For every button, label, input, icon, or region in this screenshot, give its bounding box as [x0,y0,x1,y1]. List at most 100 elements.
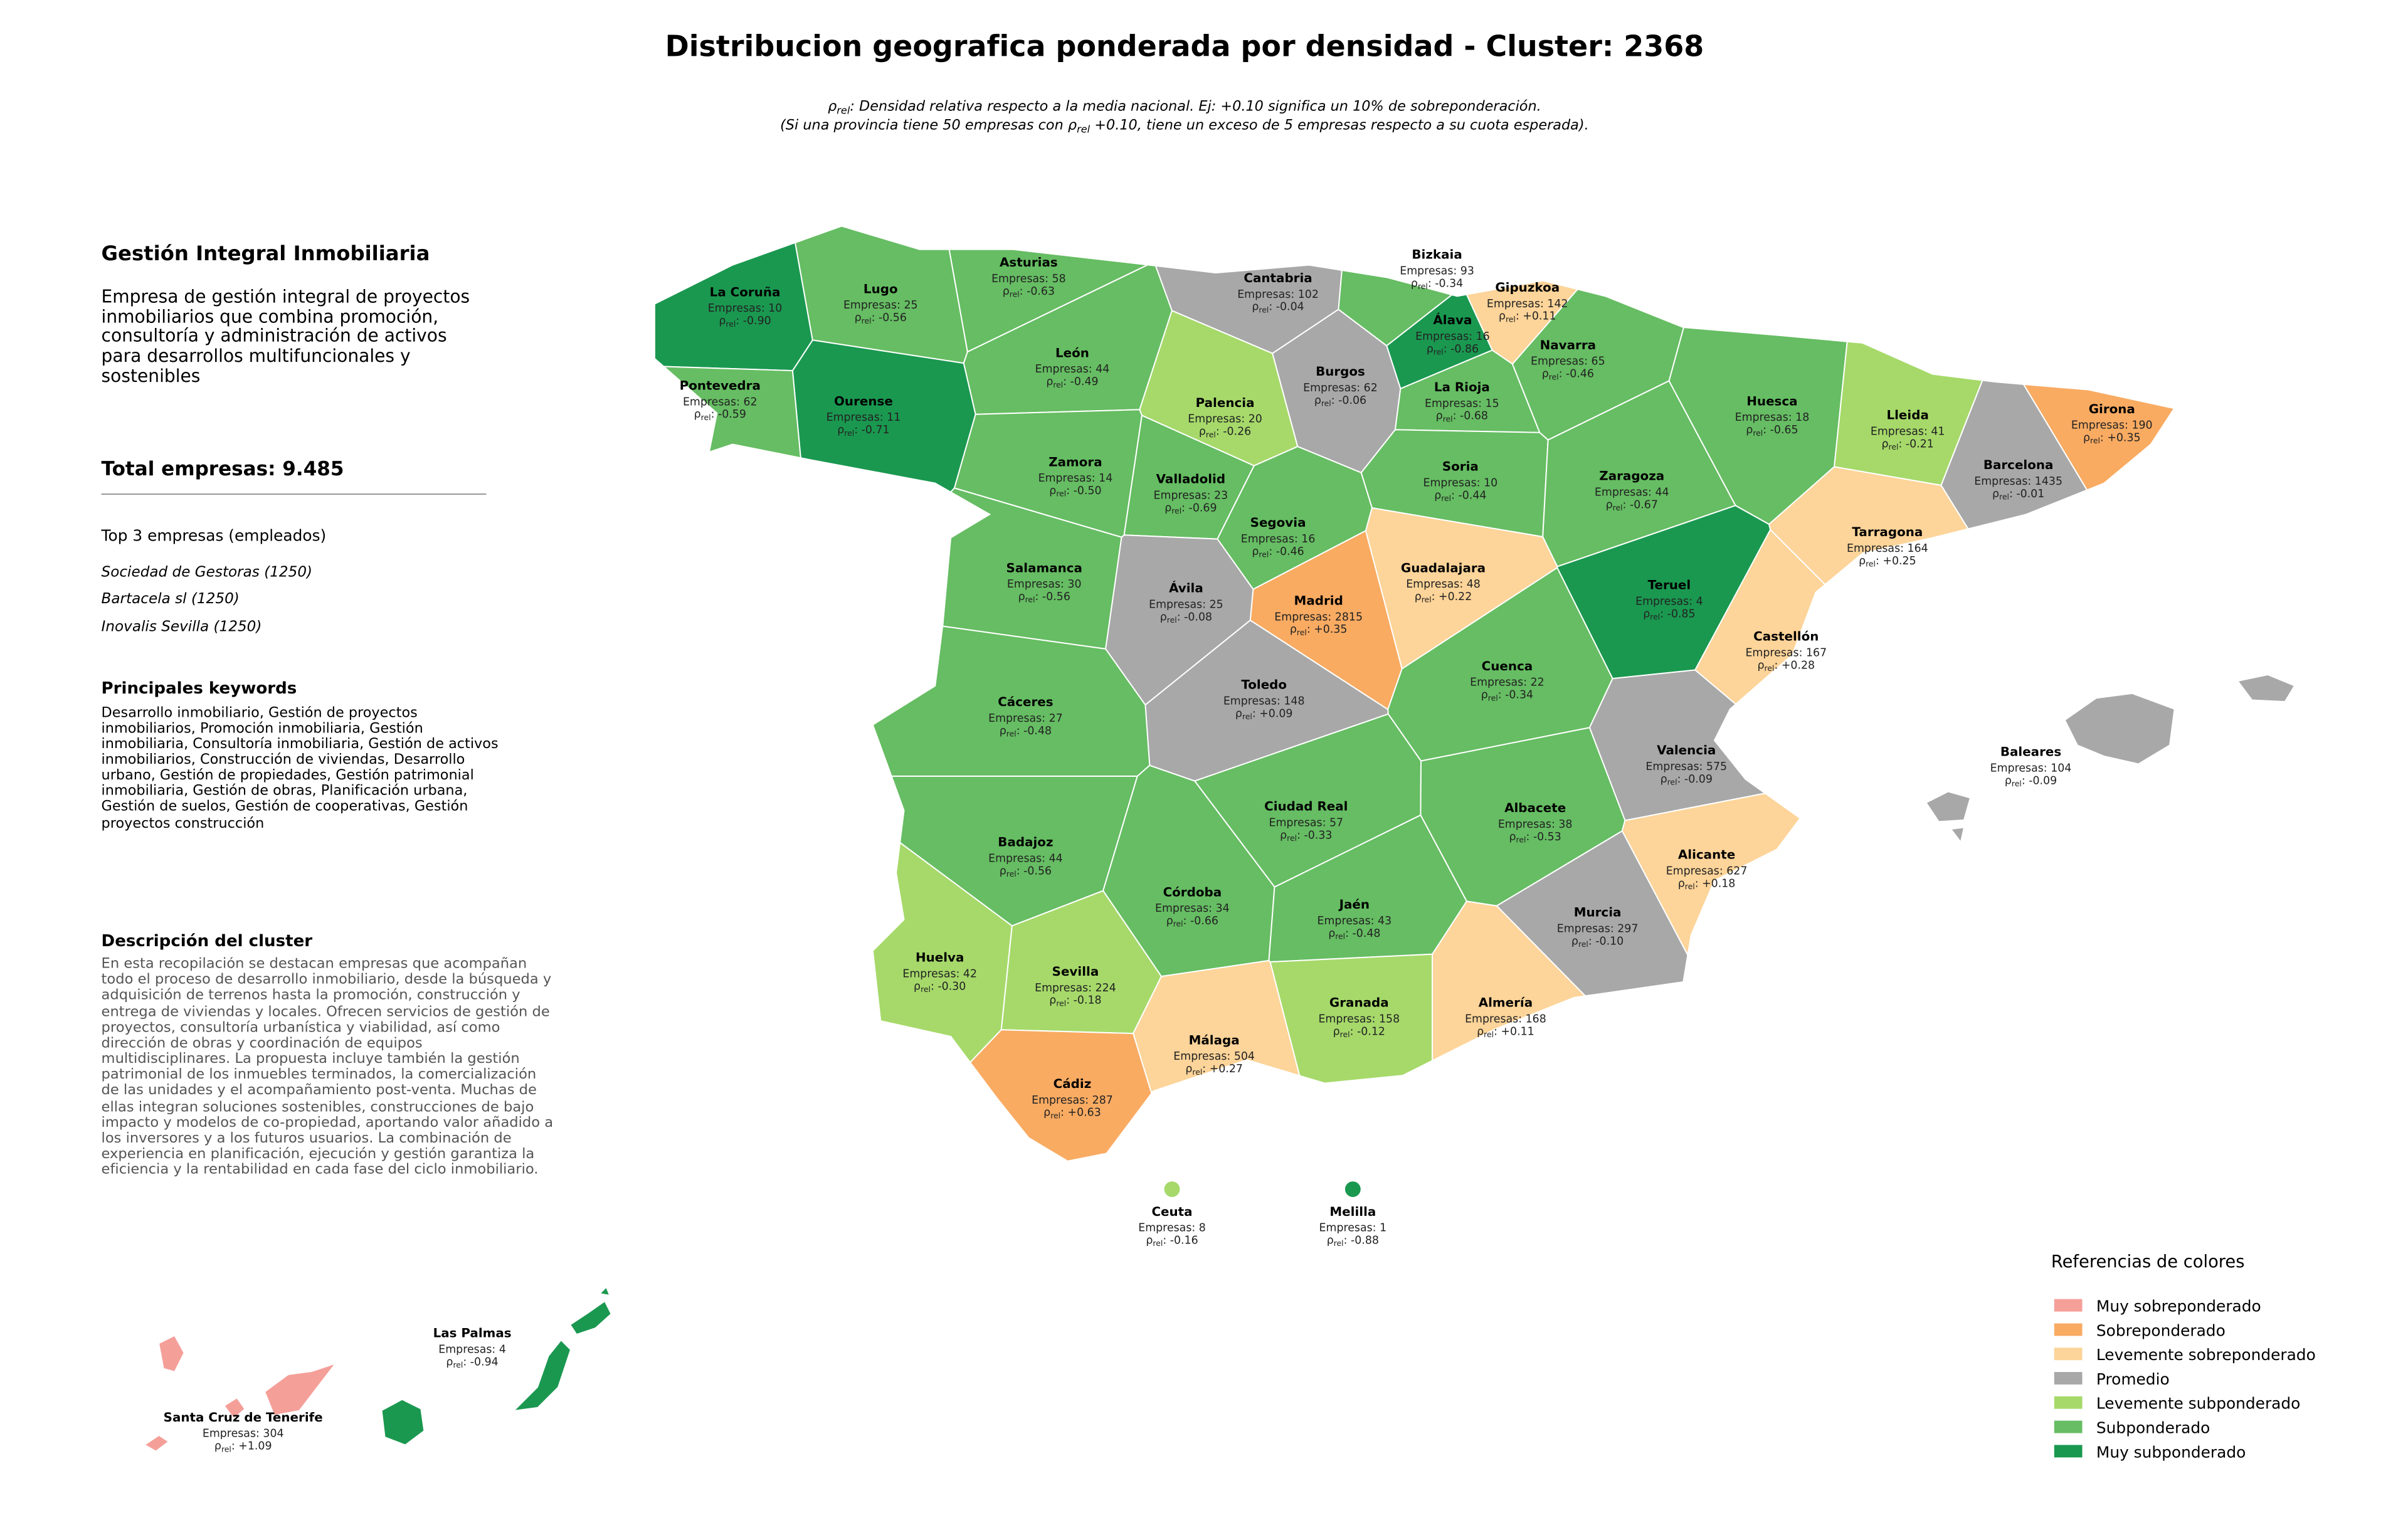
province-rho: ρrel: -0.26 [1199,426,1251,440]
rho-subscript: rel [921,984,931,994]
companies-value: 34 [1216,902,1230,915]
rho-symbol: ρ [214,1440,221,1453]
province-name: Tarragona [1852,525,1923,539]
rho-symbol: ρ [1434,489,1441,502]
province-name: Cáceres [998,695,1053,709]
rho-value: -0.34 [1435,277,1463,290]
rho-symbol: ρ [1000,725,1006,737]
rho-separator: : [1453,410,1457,423]
province-name: Ceuta [1151,1205,1192,1219]
rho-value: -0.56 [1042,591,1070,603]
rho-separator: : [1774,659,1778,672]
province-rho: ρrel: -0.09 [1661,773,1713,787]
province-companies: Empresas: 57 [1269,816,1343,829]
rho-subscript: rel [1889,442,1899,451]
rho-separator: : [2100,432,2104,445]
province-rho: ρrel: -0.50 [1049,485,1101,499]
note-symbol: ρ [1068,117,1077,133]
companies-value: 44 [1049,853,1063,865]
province-rho: ρrel: -0.63 [1003,285,1055,299]
rho-subscript: rel [1650,612,1660,621]
companies-label: Empresas: [1032,1094,1089,1107]
companies-value: 4 [1696,595,1703,608]
province-companies: Empresas: 11 [826,411,901,424]
rho-separator: : [1350,1025,1354,1038]
companies-value: 38 [1558,818,1572,831]
rho-symbol: ρ [1043,1107,1050,1119]
province-companies: Empresas: 164 [1847,542,1928,555]
top-title: Top 3 empresas (empleados) [101,527,327,545]
rho-value: -0.49 [1070,376,1099,388]
companies-value: 18 [1795,411,1809,424]
rho-symbol: ρ [1542,368,1549,381]
rho-symbol: ρ [1477,1025,1484,1038]
companies-value: 4 [499,1343,506,1356]
rho-symbol: ρ [1018,591,1025,603]
province-name: León [1055,346,1089,360]
companies-label: Empresas: [1318,915,1375,927]
total-companies: Total empresas: 9.485 [102,458,344,480]
rho-value: -0.86 [1450,343,1479,356]
province [1768,466,1970,586]
companies-value: 504 [1234,1050,1255,1063]
province-companies: Empresas: 48 [1406,578,1481,591]
companies-label: Empresas: [988,712,1045,725]
province-companies: Empresas: 627 [1666,865,1748,877]
rho-separator: : [1898,438,1902,450]
province-rho: ρrel: +0.09 [1235,707,1293,721]
note-text: +0.10, tiene un exceso de 5 empresas res… [1090,117,1589,133]
rho-value: -0.09 [1684,773,1713,786]
province-companies: Empresas: 27 [988,712,1063,725]
companies-value: 15 [1486,398,1499,410]
province-name: Alicante [1678,848,1735,862]
rho-symbol: ρ [1146,1235,1153,1247]
rho-subscript: rel [1056,998,1066,1008]
rho-separator: : [1063,376,1067,388]
rho-value: -0.16 [1170,1235,1198,1247]
province-name: La Coruña [710,285,781,299]
island [2237,674,2295,702]
title: Distribucion geografica ponderada por de… [665,29,1704,63]
rho-separator: : [1183,915,1187,927]
province-companies: Empresas: 25 [843,299,918,312]
companies-label: Empresas: [1423,477,1481,490]
companies-value: 62 [743,396,757,408]
rho-subscript: rel [1340,1030,1350,1039]
province-rho: ρrel: -0.56 [855,312,907,325]
legend: Muy sobreponderado Sobreponderado Levement… [2054,1297,2316,1461]
rho-subscript: rel [1866,559,1876,569]
province-name: Sevilla [1052,964,1099,979]
province-rho: ρrel: -0.67 [1606,499,1658,512]
province-name: Zamora [1048,455,1102,469]
province-name: Guadalajara [1401,561,1486,575]
province-name: Pontevedra [680,378,761,393]
companies-value: 48 [1467,578,1481,591]
companies-label: Empresas: [1557,922,1614,935]
rho-symbol: ρ [1049,485,1056,497]
province-rho: ρrel: -0.69 [1164,502,1217,515]
province-companies: Empresas: 93 [1400,265,1474,278]
province-rho: ρrel: -0.16 [1146,1235,1198,1248]
rho-symbol: ρ [1199,426,1206,438]
province-name: Bizkaia [1412,248,1462,262]
province-companies: Empresas: 104 [1990,762,2072,774]
province-rho: ρrel: -0.01 [1992,488,2044,502]
province-rho: ρrel: -0.86 [1427,343,1479,357]
province-name: Baleares [2000,745,2061,759]
rho-subscript: rel [1297,628,1307,637]
province-companies: Empresas: 30 [1007,578,1082,591]
province-name: Girona [2089,402,2135,416]
companies-label: Empresas: [438,1343,495,1356]
rho-symbol: ρ [1252,301,1259,314]
rho-separator: : [1202,1063,1206,1075]
legend-swatch [2054,1445,2083,1458]
province-companies: Empresas: 22 [1470,677,1545,689]
rho-subscript: rel [1516,835,1526,845]
companies-label: Empresas: [1400,265,1457,278]
rho-subscript: rel [2012,779,2022,788]
rho-symbol: ρ [1882,438,1889,450]
rho-symbol: ρ [1046,376,1053,388]
province-companies: Empresas: 23 [1154,489,1228,502]
companies-label: Empresas: [2071,419,2128,432]
companies-label: Empresas: [1223,695,1281,708]
